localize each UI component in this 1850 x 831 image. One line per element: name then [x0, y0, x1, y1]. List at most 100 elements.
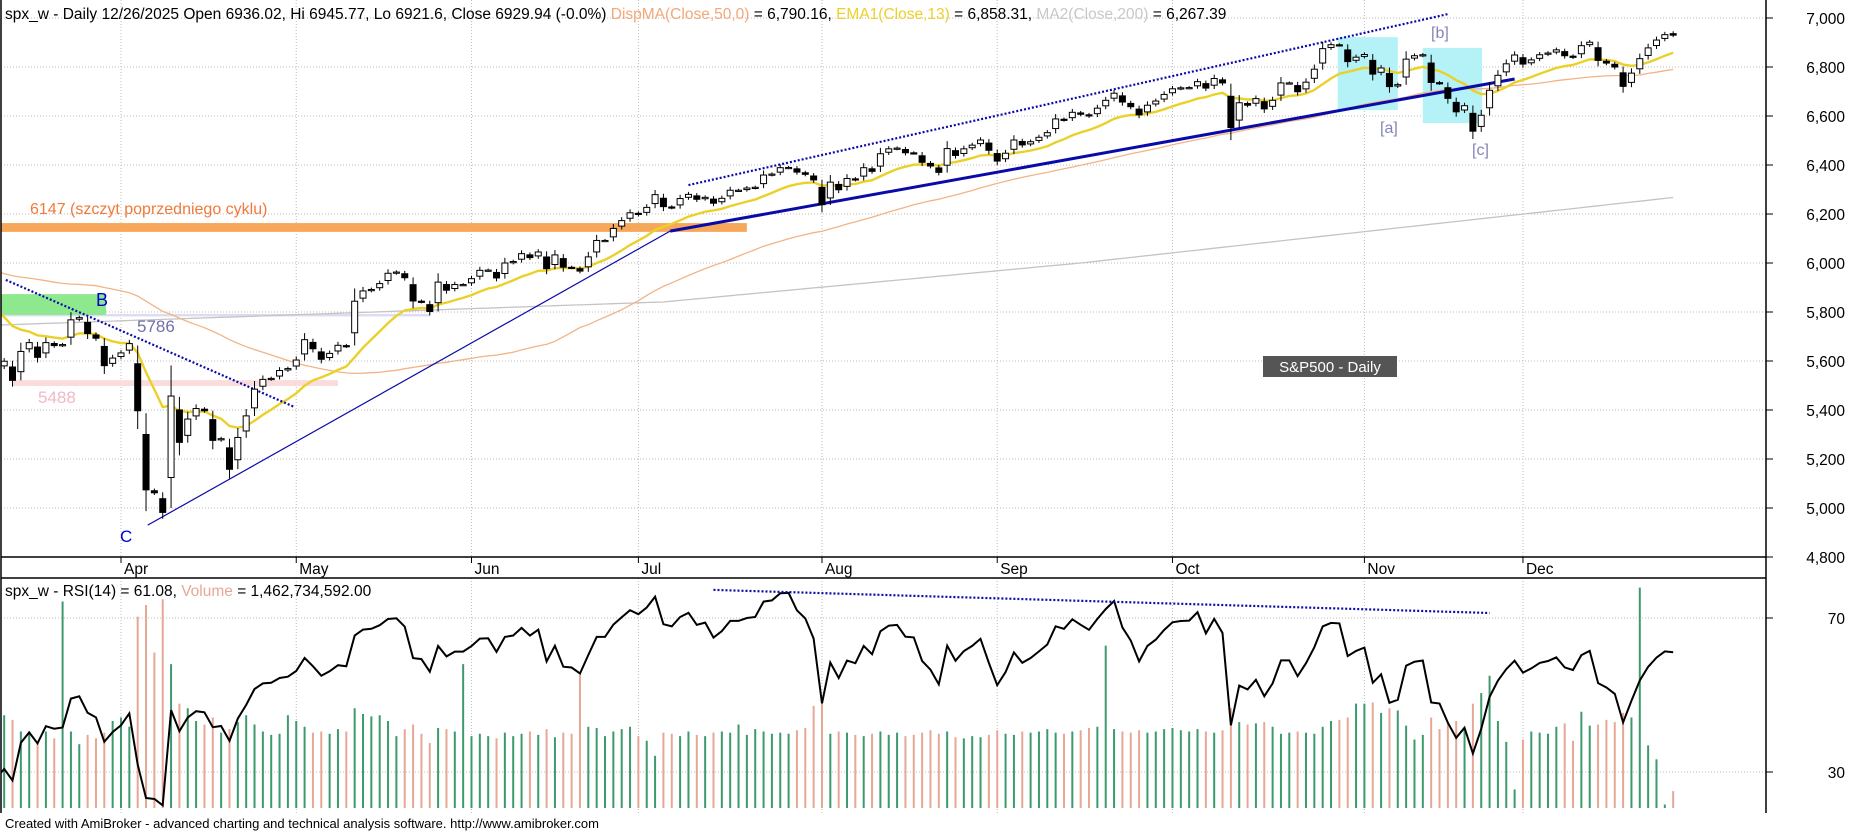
candle-up: [476, 269, 484, 277]
candle-up: [776, 167, 784, 173]
candle-up: [217, 438, 225, 441]
candle-up: [534, 251, 542, 257]
header-ma50-name: DispMA(Close,50,0): [611, 6, 750, 23]
candle-down: [693, 195, 701, 200]
moving-averages: [1, 51, 1674, 429]
candle-up: [167, 395, 175, 478]
candle-up: [276, 370, 284, 377]
candle-up: [977, 139, 985, 145]
candle-up: [259, 378, 267, 387]
prev-cycle-peak-band: [1, 223, 747, 232]
candlesticks: [1, 31, 1677, 519]
candle-up: [67, 319, 75, 338]
candle-down: [910, 152, 918, 155]
candle-up: [467, 278, 475, 284]
level-5488-band: [12, 380, 338, 386]
wave-b-label: B: [96, 290, 108, 310]
candle-down: [200, 408, 208, 412]
candle-up: [1486, 89, 1494, 109]
candle-up: [1360, 54, 1368, 57]
candle-down: [1335, 44, 1343, 47]
level-5488-label: 5488: [38, 388, 76, 407]
candle-down: [1294, 85, 1302, 93]
candle-up: [184, 418, 192, 436]
candle-down: [851, 178, 859, 181]
candle-up: [75, 317, 83, 320]
candle-up: [326, 352, 334, 359]
candle-down: [209, 419, 217, 441]
candle-up: [1185, 87, 1193, 90]
b-box: [1, 294, 106, 315]
candle-down: [493, 271, 501, 279]
candle-up: [367, 288, 375, 292]
candle-down: [818, 186, 826, 206]
candle-down: [526, 254, 534, 259]
candle-up: [292, 359, 300, 367]
axes: 7,000 6,800 6,600 6,400 6,200 6,000 5,800 5,600…: [120, 11, 1845, 782]
candle-up: [42, 342, 50, 354]
candle-up: [518, 253, 526, 260]
candle-down: [1244, 103, 1252, 106]
price-tick-label: 5,000: [1806, 501, 1845, 518]
chart-name-label: S&P500 - Daily: [1279, 359, 1381, 376]
candle-down: [901, 148, 909, 154]
candle-down: [1227, 95, 1235, 129]
candle-down: [1077, 112, 1085, 115]
candle-up: [1210, 78, 1218, 86]
price-tick-label: 7,000: [1806, 11, 1845, 28]
candle-up: [860, 167, 868, 177]
candle-up: [751, 186, 759, 189]
ma200-line: [1, 196, 1674, 326]
candle-up: [117, 352, 125, 358]
candle-up: [1477, 114, 1485, 127]
candle-up: [1269, 99, 1277, 107]
candle-down: [1594, 47, 1602, 61]
candle-down: [1561, 51, 1569, 57]
header-ma200-name: MA2(Close,200): [1036, 6, 1148, 23]
candle-down: [993, 153, 1001, 162]
candle-down: [225, 447, 233, 470]
candle-up: [1194, 81, 1202, 87]
candle-down: [1085, 114, 1093, 117]
candle-down: [142, 433, 150, 491]
candle-down: [952, 150, 959, 156]
header-ma200-value: = 6,267.39: [1148, 6, 1226, 23]
candle-up: [109, 357, 117, 364]
candle-up: [1035, 136, 1043, 141]
candle-down: [868, 168, 876, 172]
candle-down: [50, 343, 58, 347]
candle-down: [401, 273, 409, 279]
candle-up: [267, 377, 275, 381]
candle-up: [1577, 45, 1585, 55]
candle-up: [251, 388, 259, 409]
candle-up: [1377, 67, 1385, 73]
candle-up: [1419, 54, 1427, 57]
candle-up: [1552, 49, 1560, 53]
candle-down: [1436, 82, 1444, 85]
candle-down: [1519, 57, 1527, 65]
candle-up: [684, 193, 692, 198]
candle-up: [1494, 74, 1502, 87]
candle-up: [434, 281, 442, 304]
candle-up: [451, 284, 459, 290]
candle-up: [584, 256, 592, 268]
rsi-trendline: [713, 588, 1490, 615]
candle-down: [935, 167, 943, 173]
candle-down: [801, 172, 809, 175]
candle-up: [1235, 102, 1243, 121]
candle-up: [359, 290, 367, 299]
candle-down: [34, 346, 42, 358]
candle-down: [543, 256, 551, 270]
trend-support: [669, 77, 1515, 233]
candle-down: [559, 258, 567, 268]
candle-up: [1102, 99, 1110, 107]
candle-down: [409, 284, 417, 302]
candle-up: [501, 262, 509, 274]
candle-up: [1327, 44, 1335, 48]
candle-down: [793, 168, 801, 173]
candle-down: [150, 490, 158, 494]
price-panel-header: spx_w - Daily 12/26/2025 Open 6936.02, H…: [5, 6, 1226, 23]
candle-up: [125, 343, 133, 351]
